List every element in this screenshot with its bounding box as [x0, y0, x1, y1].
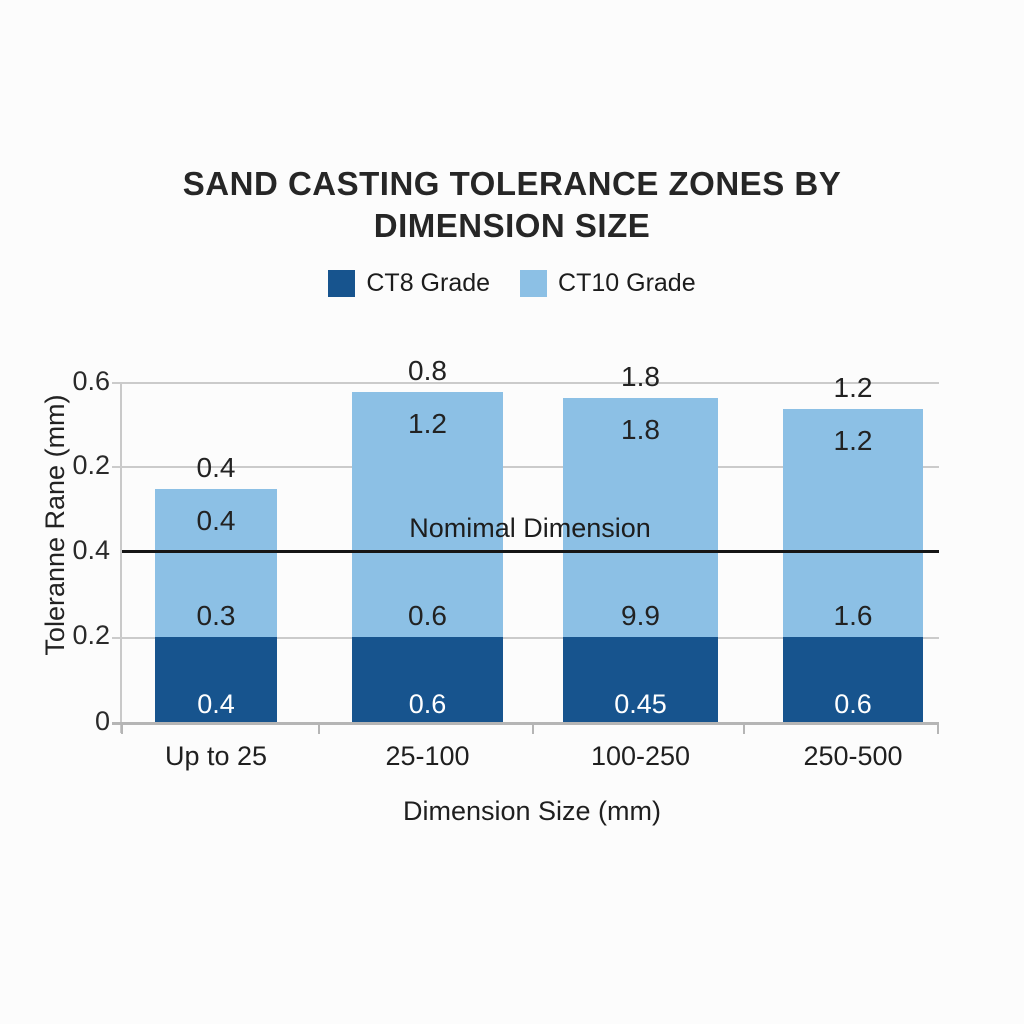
bar-total-label: 1.2 — [833, 372, 873, 403]
y-tick-label: 0.2 — [72, 450, 110, 480]
nominal-dimension-line — [122, 550, 939, 553]
y-gridline — [112, 382, 939, 384]
chart-title-line2: DIMENSION SIZE — [373, 207, 651, 244]
ct10-segment — [783, 409, 923, 637]
legend-label-ct10: CT10 Grade — [558, 268, 696, 297]
ct10-segment — [352, 392, 503, 637]
ct8-segment — [563, 637, 718, 723]
x-tick — [318, 723, 320, 734]
ct8-color-swatch — [328, 269, 356, 297]
bar-group-25-100: 0.8 1.2 0.6 0.6 — [352, 355, 503, 723]
legend-item-ct8: CT8 Grade — [328, 269, 490, 298]
x-axis-line — [112, 722, 939, 725]
ct10-segment — [155, 489, 277, 637]
ct8-label: 0.45 — [614, 689, 667, 719]
legend-item-ct10: CT10 Grade — [520, 269, 696, 298]
x-axis-title: Dimension Size (mm) — [402, 796, 662, 826]
bar-total-label: 0.8 — [408, 355, 447, 386]
y-tick-label: 0.6 — [72, 366, 110, 396]
y-axis-title: Toleranne Rane (mm) — [40, 394, 70, 656]
ct10-upper-label: 0.4 — [196, 505, 236, 536]
ct8-label: 0.6 — [834, 689, 872, 719]
bar-group-100-250: 1.8 1.8 9.9 0.45 — [563, 361, 718, 723]
x-category-label: Up to 25 — [164, 741, 268, 771]
y-axis-line — [120, 382, 122, 733]
ct10-color-swatch — [520, 269, 548, 297]
ct8-segment — [155, 637, 277, 723]
x-tick — [743, 723, 745, 734]
bar-group-up-to-25: 0.4 0.4 0.3 0.4 — [155, 452, 277, 723]
chart-title-line1: SAND CASTING TOLERANCE ZONES BY — [182, 165, 842, 202]
x-tick — [532, 723, 534, 734]
x-category-label: 25-100 — [385, 741, 470, 771]
legend-label-ct8: CT8 Grade — [366, 268, 491, 297]
ct10-upper-label: 1.2 — [833, 425, 873, 456]
bar-group-250-500: 1.2 1.2 1.6 0.6 — [783, 372, 923, 723]
ct10-upper-label: 1.2 — [408, 408, 447, 439]
bar-total-label: 1.8 — [621, 361, 660, 392]
y-gridline — [112, 637, 939, 639]
chart-title: SAND CASTING TOLERANCE ZONES BY DIMENSIO… — [62, 163, 962, 247]
legend: CT8 Grade CT10 Grade — [62, 266, 962, 300]
ct10-lower-label: 0.6 — [408, 600, 447, 631]
ct8-label: 0.4 — [197, 689, 235, 719]
ct10-segment — [563, 398, 718, 637]
x-tick — [121, 723, 123, 734]
bar-total-label: 0.4 — [196, 452, 236, 483]
y-gridline — [112, 466, 939, 468]
y-tick-label: 0.2 — [72, 620, 110, 650]
ct10-upper-label: 1.8 — [621, 414, 660, 445]
nominal-dimension-label: Nomimal Dimension — [409, 513, 651, 543]
ct10-lower-label: 1.6 — [833, 600, 873, 631]
ct8-segment — [783, 637, 923, 723]
ct8-segment — [352, 637, 503, 723]
y-tick-label: 0 — [94, 706, 110, 736]
x-category-label: 100-250 — [590, 741, 691, 771]
y-tick-label: 0.4 — [72, 535, 110, 565]
ct8-label: 0.6 — [408, 689, 447, 719]
x-tick — [937, 723, 939, 734]
x-category-label: 250-500 — [803, 741, 903, 771]
ct10-lower-label: 0.3 — [196, 600, 236, 631]
ct10-lower-label: 9.9 — [621, 600, 660, 631]
